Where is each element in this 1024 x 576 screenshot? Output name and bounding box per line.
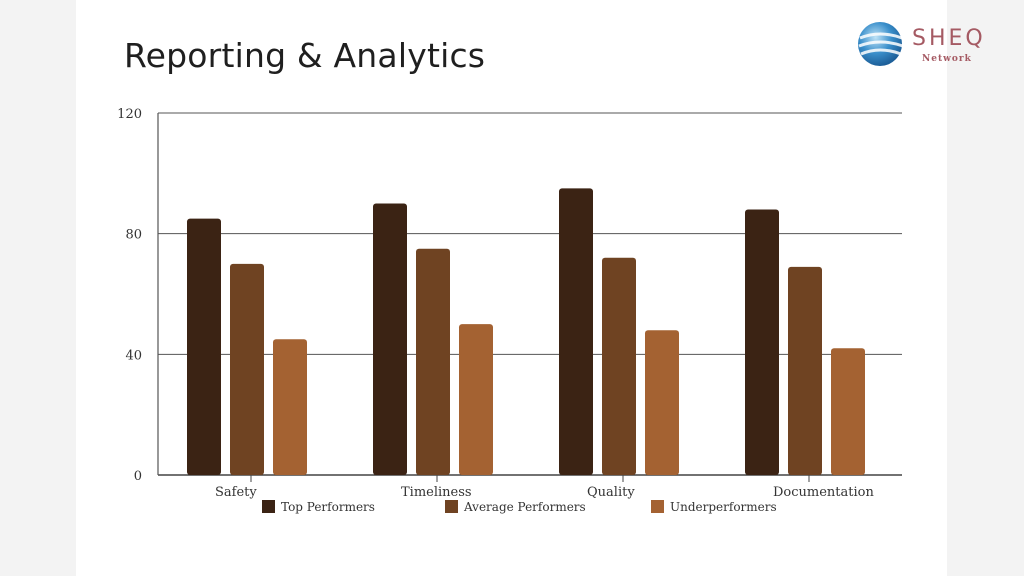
bar-documentation-1 <box>788 266 822 475</box>
x-tick-label-quality: Quality <box>587 485 635 500</box>
x-tick-label-timeliness: Timeliness <box>401 485 472 500</box>
bar-safety-1 <box>230 263 264 475</box>
y-tick-label-80: 80 <box>125 228 142 243</box>
y-tick-label-120: 120 <box>117 107 142 122</box>
legend-swatch-0 <box>262 500 275 513</box>
legend-label-2: Underperformers <box>670 500 777 514</box>
legend-label-0: Top Performers <box>281 500 375 514</box>
slide-title: Reporting & Analytics <box>124 36 486 75</box>
bar-quality-1 <box>602 257 636 475</box>
x-tick-label-safety: Safety <box>215 485 257 500</box>
logo-subtitle: Network <box>922 54 972 64</box>
x-tick-label-documentation: Documentation <box>773 485 874 500</box>
bar-timeliness-0 <box>373 203 407 475</box>
bar-quality-2 <box>645 330 679 475</box>
legend-label-1: Average Performers <box>463 500 586 514</box>
logo-text: SHEQ <box>912 26 986 51</box>
bar-timeliness-2 <box>459 324 493 475</box>
sheq-logo-icon <box>858 22 904 66</box>
y-tick-label-0: 0 <box>134 469 142 484</box>
bar-safety-2 <box>273 339 307 475</box>
legend-swatch-2 <box>651 500 664 513</box>
y-tick-label-40: 40 <box>125 348 142 363</box>
legend-swatch-1 <box>445 500 458 513</box>
bar-documentation-0 <box>745 209 779 476</box>
bar-timeliness-1 <box>416 248 450 475</box>
bar-documentation-2 <box>831 348 865 475</box>
bar-quality-0 <box>559 188 593 475</box>
bar-safety-0 <box>187 218 221 476</box>
